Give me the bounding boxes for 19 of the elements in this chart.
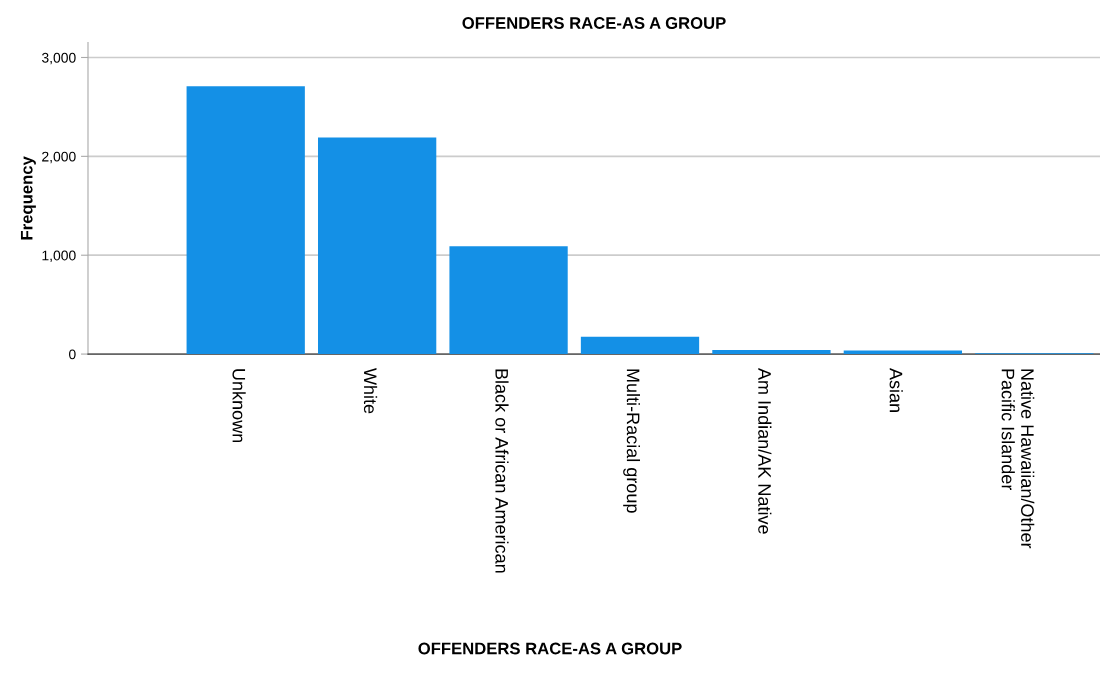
x-tick-label: Native Hawaiian/Other Pacific Islander — [1001, 369, 1035, 549]
x-tick-label: Am Indian/AK Native — [758, 368, 772, 534]
bar — [449, 246, 568, 355]
x-tick-label: Multi-Racial group — [623, 369, 640, 513]
x-tick-label: Unknown — [232, 369, 246, 443]
x-axis-title: OFFENDERS RACE-AS A GROUP — [418, 642, 682, 655]
x-tick-label: Black or African American — [495, 369, 509, 573]
bar — [712, 350, 831, 355]
bar — [186, 86, 305, 355]
bar — [318, 137, 437, 355]
y-tick-label: 0 — [69, 349, 76, 360]
x-tick-label: Asian — [889, 368, 903, 412]
y-tick-label: 2,000 — [42, 151, 76, 164]
chart-title: OFFENDERS RACE-AS A GROUP — [462, 17, 726, 29]
y-tick-label: 1,000 — [42, 250, 76, 263]
x-tick-label: White — [363, 368, 378, 414]
y-tick-label: 3,000 — [41, 52, 76, 65]
bar — [580, 336, 700, 355]
y-axis-title: Frequency — [20, 156, 36, 240]
